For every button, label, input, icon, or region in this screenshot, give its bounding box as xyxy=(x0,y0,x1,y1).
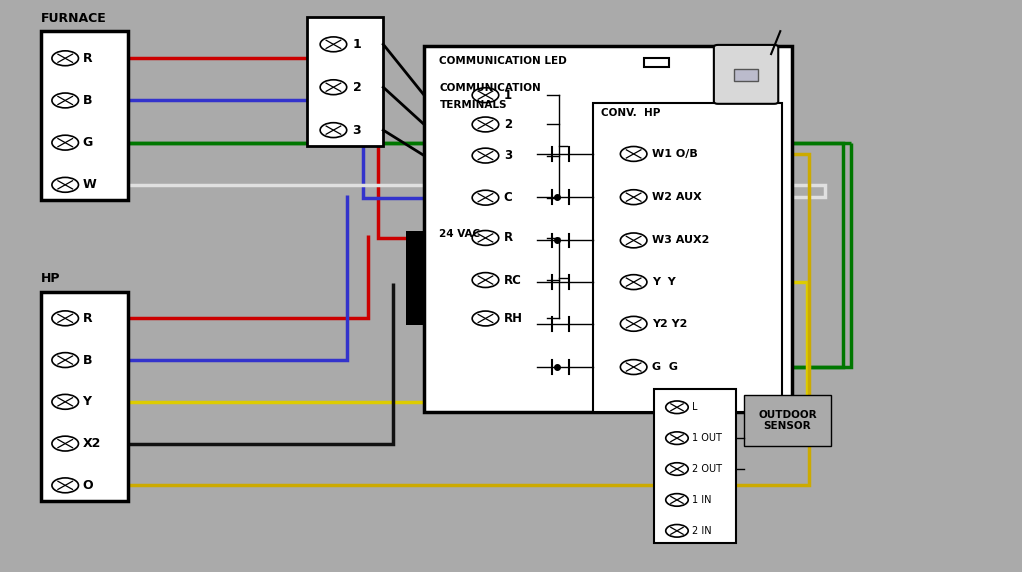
Text: 1 OUT: 1 OUT xyxy=(692,433,722,443)
Circle shape xyxy=(472,88,499,102)
Text: 1: 1 xyxy=(353,38,362,51)
Bar xyxy=(734,69,758,81)
Text: 3: 3 xyxy=(353,124,361,137)
Text: 2: 2 xyxy=(504,118,512,131)
Text: W: W xyxy=(83,178,96,191)
Text: R: R xyxy=(83,312,92,325)
Bar xyxy=(424,46,792,412)
Circle shape xyxy=(620,190,647,205)
Circle shape xyxy=(52,395,79,410)
Circle shape xyxy=(52,93,79,108)
Circle shape xyxy=(665,525,688,537)
Text: 1: 1 xyxy=(504,89,512,102)
Circle shape xyxy=(620,275,647,289)
Circle shape xyxy=(52,135,79,150)
Text: Y2 Y2: Y2 Y2 xyxy=(652,319,688,329)
Text: X2: X2 xyxy=(83,437,101,450)
Text: Y  Y: Y Y xyxy=(652,277,676,287)
Circle shape xyxy=(52,478,79,493)
Circle shape xyxy=(52,311,79,326)
Text: O: O xyxy=(83,479,93,492)
Text: C: C xyxy=(504,191,513,204)
Text: G: G xyxy=(83,136,93,149)
Circle shape xyxy=(52,436,79,451)
Circle shape xyxy=(665,463,688,475)
Circle shape xyxy=(52,177,79,192)
Text: 2: 2 xyxy=(353,81,362,94)
Text: RC: RC xyxy=(504,273,521,287)
Bar xyxy=(307,17,383,146)
Text: RH: RH xyxy=(504,312,523,325)
Circle shape xyxy=(472,231,499,245)
Circle shape xyxy=(320,80,346,94)
Circle shape xyxy=(620,360,647,375)
Text: 2 IN: 2 IN xyxy=(692,526,711,536)
Circle shape xyxy=(320,123,346,137)
Text: B: B xyxy=(83,94,92,107)
Text: L: L xyxy=(692,402,697,412)
Circle shape xyxy=(665,401,688,414)
Bar xyxy=(593,103,782,412)
Circle shape xyxy=(52,51,79,66)
Circle shape xyxy=(320,37,346,52)
Circle shape xyxy=(472,273,499,288)
Bar xyxy=(654,389,736,543)
Circle shape xyxy=(665,432,688,444)
Circle shape xyxy=(620,233,647,248)
Text: 1 IN: 1 IN xyxy=(692,495,711,505)
FancyBboxPatch shape xyxy=(713,45,779,104)
Circle shape xyxy=(665,494,688,506)
Bar xyxy=(41,292,128,500)
Text: B: B xyxy=(83,353,92,367)
Text: R: R xyxy=(83,52,92,65)
Circle shape xyxy=(52,352,79,368)
Circle shape xyxy=(472,190,499,205)
Circle shape xyxy=(620,316,647,331)
Circle shape xyxy=(472,117,499,132)
Text: OUTDOOR
SENSOR: OUTDOOR SENSOR xyxy=(758,410,817,431)
Circle shape xyxy=(472,311,499,326)
Bar xyxy=(406,231,426,325)
Text: 3: 3 xyxy=(504,149,512,162)
Circle shape xyxy=(620,146,647,161)
Text: 24 VAC: 24 VAC xyxy=(439,229,480,239)
Text: W3 AUX2: W3 AUX2 xyxy=(652,236,709,245)
Text: COMMUNICATION LED: COMMUNICATION LED xyxy=(439,56,567,66)
Text: R: R xyxy=(504,232,513,244)
Bar xyxy=(41,31,128,200)
Bar xyxy=(744,395,831,446)
Text: 2 OUT: 2 OUT xyxy=(692,464,722,474)
Text: HP: HP xyxy=(41,272,60,285)
Text: W2 AUX: W2 AUX xyxy=(652,192,702,202)
Text: TERMINALS: TERMINALS xyxy=(439,100,507,110)
Text: W1 O/B: W1 O/B xyxy=(652,149,698,159)
Bar xyxy=(644,58,669,67)
Text: Y: Y xyxy=(83,395,92,408)
Circle shape xyxy=(472,148,499,163)
Text: CONV.  HP: CONV. HP xyxy=(601,108,660,117)
Text: FURNACE: FURNACE xyxy=(41,11,106,25)
Text: G  G: G G xyxy=(652,362,678,372)
Text: COMMUNICATION: COMMUNICATION xyxy=(439,83,542,93)
